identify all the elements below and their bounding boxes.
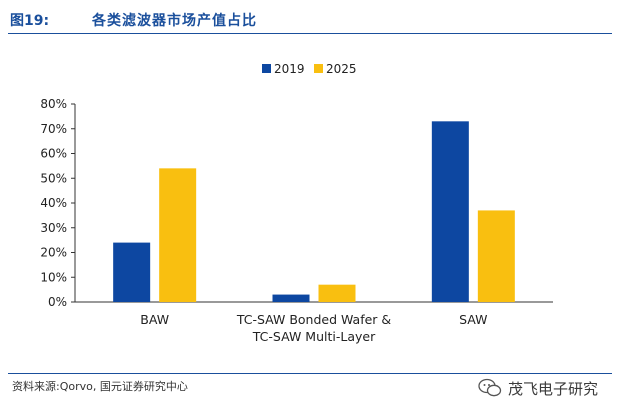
bar-2025-3 — [477, 210, 515, 302]
legend-swatch-2025 — [314, 64, 323, 73]
legend-label-2025: 2025 — [326, 62, 357, 76]
header-divider — [8, 33, 612, 34]
bar-2025-1 — [159, 168, 197, 302]
wechat-icon — [478, 378, 502, 397]
y-tick-label: 20% — [40, 246, 67, 260]
bar-chart: 0% 10% 20% 30% 40% 50% 60% 70% 80% BAW TC-SAW Bond… — [40, 62, 553, 344]
category-label: TC-SAW Multi-Layer — [252, 329, 376, 344]
category-label: SAW — [459, 312, 487, 327]
bar-2019-3 — [431, 121, 469, 302]
y-tick-label: 30% — [40, 221, 67, 235]
bar-2025-2 — [318, 284, 356, 302]
y-tick-label: 10% — [40, 270, 67, 284]
y-tick-label: 80% — [40, 97, 67, 111]
legend-label-2019: 2019 — [274, 62, 305, 76]
y-tick-label: 50% — [40, 171, 67, 185]
y-tick-label: 60% — [40, 147, 67, 161]
figure-title: 各类滤波器市场产值占比 — [92, 13, 257, 29]
y-tick-label: 0% — [48, 295, 67, 309]
legend-swatch-2019 — [262, 64, 271, 73]
watermark: 茂飞电子研究 — [478, 376, 613, 402]
source-note: 资料来源:Qorvo, 国元证券研究中心 — [12, 380, 188, 393]
category-label: BAW — [140, 312, 169, 327]
footer-divider — [8, 373, 612, 374]
figure-header: 图19: 各类滤波器市场产值占比 — [8, 7, 612, 33]
y-tick-label: 40% — [40, 196, 67, 210]
watermark-text: 茂飞电子研究 — [508, 380, 599, 398]
category-label: TC-SAW Bonded Wafer & — [236, 312, 392, 327]
bar-2019-1 — [113, 242, 151, 302]
y-tick-label: 70% — [40, 122, 67, 136]
figure-number: 图19: — [10, 13, 50, 29]
bar-2019-2 — [272, 294, 310, 302]
